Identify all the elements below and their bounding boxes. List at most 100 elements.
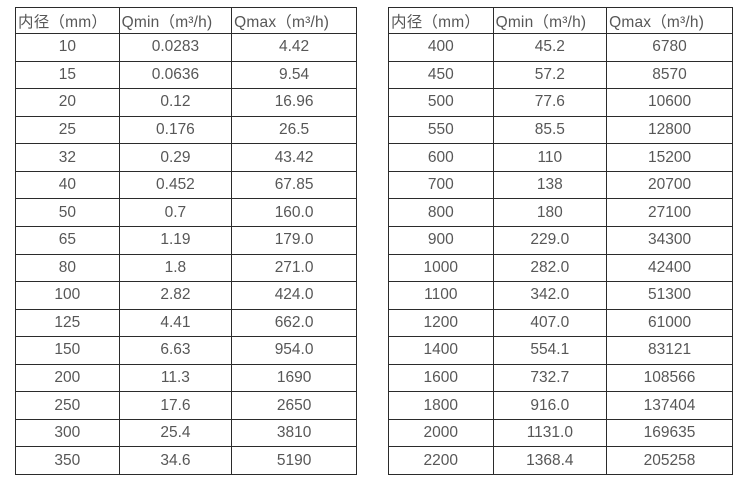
table-cell: 125 <box>15 308 120 338</box>
table-cell: 110 <box>492 143 608 172</box>
table-cell: 5190 <box>231 446 357 475</box>
column-header: 内径（mm） <box>15 7 120 34</box>
table-cell: 8570 <box>606 60 733 90</box>
table-cell: 6.63 <box>118 336 233 365</box>
table-row: 200 11.3 1690 <box>15 363 357 393</box>
table-cell: 1600 <box>388 363 494 393</box>
table-cell: 12800 <box>606 115 733 145</box>
table-cell: 450 <box>388 60 494 90</box>
table-cell: 500 <box>388 88 494 117</box>
table-cell: 700 <box>388 170 494 200</box>
table-cell: 169635 <box>606 418 733 448</box>
table-cell: 1000 <box>388 253 494 283</box>
table-cell: 1800 <box>388 391 494 420</box>
table-cell: 40 <box>15 170 120 200</box>
table-cell: 350 <box>15 446 120 475</box>
table-cell: 34300 <box>606 225 733 255</box>
table-row: 700 138 20700 <box>388 170 733 200</box>
table-cell: 26.5 <box>231 115 357 145</box>
table-cell: 1131.0 <box>492 418 608 448</box>
table-row: 32 0.29 43.42 <box>15 143 357 172</box>
table-row: 450 57.2 8570 <box>388 60 733 90</box>
table-cell: 4.41 <box>118 308 233 338</box>
table-cell: 229.0 <box>492 225 608 255</box>
table-row: 65 1.19 179.0 <box>15 225 357 255</box>
table-cell: 150 <box>15 336 120 365</box>
table-cell: 9.54 <box>231 60 357 90</box>
table-row: 150 6.63 954.0 <box>15 336 357 365</box>
table-row: 250 17.6 2650 <box>15 391 357 420</box>
table-cell: 0.0636 <box>118 60 233 90</box>
table-cell: 50 <box>15 198 120 227</box>
flow-rate-table-small-diameters: 内径（mm） Qmin（m³/h) Qmax（m³/h) 10 0.0283 4.42 1… <box>15 7 357 475</box>
table-cell: 1.19 <box>118 225 233 255</box>
table-cell: 45.2 <box>492 33 608 62</box>
column-header: 内径（mm） <box>388 7 494 34</box>
table-cell: 179.0 <box>231 225 357 255</box>
table-row: 1000 282.0 42400 <box>388 253 733 283</box>
table-cell: 900 <box>388 225 494 255</box>
table-cell: 15 <box>15 60 120 90</box>
table-row: 50 0.7 160.0 <box>15 198 357 227</box>
table-cell: 1400 <box>388 336 494 365</box>
flow-rate-table-large-diameters: 内径（mm） Qmin（m³/h) Qmax（m³/h) 400 45.2 6780 45… <box>388 7 733 475</box>
table-cell: 407.0 <box>492 308 608 338</box>
table-cell: 61000 <box>606 308 733 338</box>
table-cell: 10 <box>15 33 120 62</box>
table-cell: 3810 <box>231 418 357 448</box>
table-row: 100 2.82 424.0 <box>15 281 357 310</box>
table-cell: 77.6 <box>492 88 608 117</box>
table-cell: 180 <box>492 198 608 227</box>
table-cell: 57.2 <box>492 60 608 90</box>
table-row: 550 85.5 12800 <box>388 115 733 145</box>
table-cell: 0.7 <box>118 198 233 227</box>
table-cell: 85.5 <box>492 115 608 145</box>
table-cell: 282.0 <box>492 253 608 283</box>
table-cell: 800 <box>388 198 494 227</box>
table-cell: 732.7 <box>492 363 608 393</box>
table-cell: 32 <box>15 143 120 172</box>
table-cell: 27100 <box>606 198 733 227</box>
table-body: 10 0.0283 4.42 15 0.0636 9.54 20 0.12 16.96 25 0.1… <box>15 33 357 475</box>
table-cell: 20700 <box>606 170 733 200</box>
table-row: 500 77.6 10600 <box>388 88 733 117</box>
table-row: 1600 732.7 108566 <box>388 363 733 393</box>
table-row: 400 45.2 6780 <box>388 33 733 62</box>
table-cell: 2.82 <box>118 281 233 310</box>
column-header: Qmax（m³/h) <box>606 7 733 34</box>
table-cell: 25 <box>15 115 120 145</box>
table-row: 15 0.0636 9.54 <box>15 60 357 90</box>
table-row: 125 4.41 662.0 <box>15 308 357 338</box>
table-cell: 137404 <box>606 391 733 420</box>
header-row: 内径（mm） Qmin（m³/h) Qmax（m³/h) <box>15 7 357 34</box>
table-row: 1400 554.1 83121 <box>388 336 733 365</box>
table-row: 2000 1131.0 169635 <box>388 418 733 448</box>
table-cell: 16.96 <box>231 88 357 117</box>
table-cell: 43.42 <box>231 143 357 172</box>
table-row: 900 229.0 34300 <box>388 225 733 255</box>
table-cell: 205258 <box>606 446 733 475</box>
table-cell: 1690 <box>231 363 357 393</box>
table-row: 800 180 27100 <box>388 198 733 227</box>
table-row: 1200 407.0 61000 <box>388 308 733 338</box>
table-cell: 300 <box>15 418 120 448</box>
table-row: 20 0.12 16.96 <box>15 88 357 117</box>
table-row: 350 34.6 5190 <box>15 446 357 475</box>
column-header: Qmin（m³/h) <box>492 7 608 34</box>
table-header: 内径（mm） Qmin（m³/h) Qmax（m³/h) <box>388 7 733 34</box>
table-row: 1800 916.0 137404 <box>388 391 733 420</box>
table-cell: 6780 <box>606 33 733 62</box>
table-cell: 550 <box>388 115 494 145</box>
table-cell: 200 <box>15 363 120 393</box>
table-cell: 1.8 <box>118 253 233 283</box>
table-cell: 916.0 <box>492 391 608 420</box>
table-cell: 0.12 <box>118 88 233 117</box>
table-cell: 0.176 <box>118 115 233 145</box>
table-cell: 1100 <box>388 281 494 310</box>
table-cell: 1200 <box>388 308 494 338</box>
table-row: 25 0.176 26.5 <box>15 115 357 145</box>
table-cell: 11.3 <box>118 363 233 393</box>
table-body: 400 45.2 6780 450 57.2 8570 500 77.6 10600 550 85.… <box>388 33 733 475</box>
table-cell: 80 <box>15 253 120 283</box>
column-header: Qmax（m³/h) <box>231 7 357 34</box>
